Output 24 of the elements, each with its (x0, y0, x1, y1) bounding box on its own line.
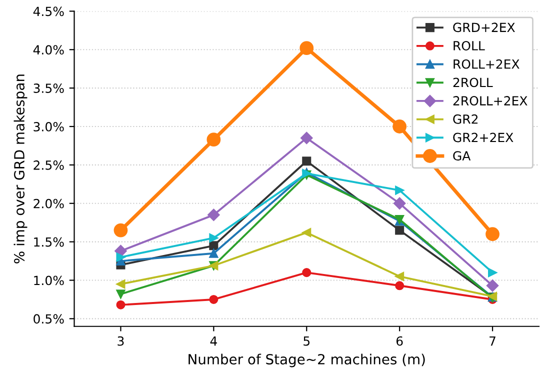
x-axis-title: Number of Stage~2 machines (m) (188, 354, 425, 368)
legend-label: GA (453, 151, 471, 161)
y-tick-label: 4.5% (33, 6, 64, 16)
x-tick-label: 4 (210, 336, 217, 346)
legend-label: ROLL (454, 41, 485, 50)
y-tick-label: 1.5% (34, 237, 64, 247)
legend-label: GR2 (453, 114, 478, 124)
y-tick-label: 1.0% (34, 276, 64, 286)
legend-label: GRD+2EX (453, 22, 515, 32)
y-tick-label: 2.0% (34, 198, 64, 208)
legend-label: 2ROLL+2EX (453, 96, 528, 106)
y-tick-label: 4.0% (33, 45, 64, 55)
x-tick-label: 7 (490, 336, 496, 346)
legend-label: ROLL+2EX (454, 59, 520, 69)
y-tick-label: 3.5% (34, 84, 64, 93)
legend-label: GR2+2EX (453, 132, 514, 142)
y-tick-label: 3.0% (34, 122, 64, 132)
y-axis-title: % imp over GRD makespan (14, 74, 28, 264)
y-tick-label: 2.5% (34, 160, 64, 170)
y-tick-label: 0.5% (34, 314, 64, 324)
x-tick-label: 5 (304, 336, 310, 346)
legend-label: 2ROLL (453, 78, 493, 88)
x-tick-label: 6 (396, 336, 403, 346)
x-tick-label: 3 (118, 336, 124, 346)
